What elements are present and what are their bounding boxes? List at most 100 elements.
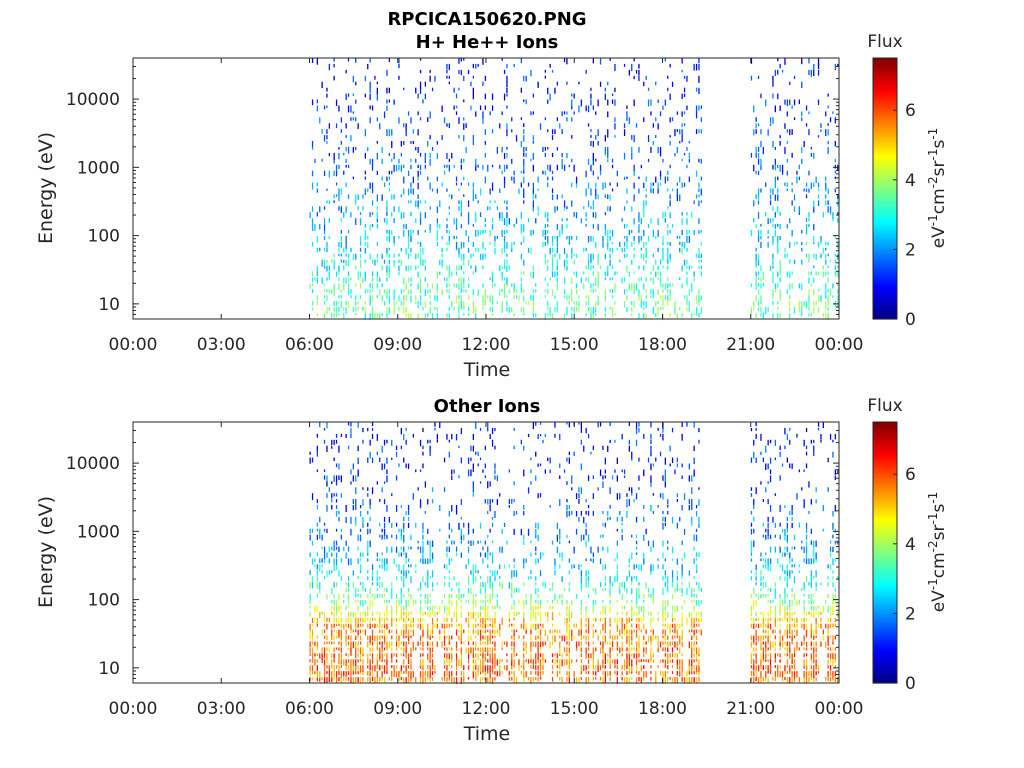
- flux-cell: [827, 289, 829, 293]
- flux-cell: [448, 641, 450, 645]
- flux-cell: [333, 564, 335, 572]
- flux-cell: [451, 301, 453, 307]
- flux-cell: [664, 570, 666, 576]
- flux-cell: [568, 451, 570, 456]
- flux-cell: [681, 505, 683, 511]
- flux-cell: [400, 588, 402, 595]
- flux-cell: [628, 271, 630, 277]
- flux-cell: [470, 457, 472, 462]
- flux-cell: [333, 194, 335, 199]
- flux-cell: [640, 164, 642, 169]
- flux-cell: [347, 58, 350, 62]
- flux-cell: [791, 200, 793, 206]
- flux-cell: [664, 617, 666, 621]
- flux-cell: [527, 301, 530, 305]
- flux-cell: [475, 247, 477, 252]
- flux-cell: [602, 617, 604, 621]
- flux-cell: [419, 653, 422, 658]
- flux-cell: [671, 117, 674, 122]
- flux-cell: [446, 671, 448, 676]
- flux-cell: [575, 283, 578, 289]
- flux-cell: [559, 475, 561, 479]
- flux-cell: [621, 641, 623, 648]
- flux-cell: [604, 135, 606, 142]
- flux-cell: [551, 629, 554, 634]
- flux-cell: [592, 558, 594, 563]
- flux-cell: [427, 594, 429, 601]
- flux-cell: [333, 641, 335, 645]
- flux-cell: [431, 283, 434, 289]
- flux-cell: [386, 635, 388, 639]
- flux-cell: [791, 105, 793, 109]
- flux-cell: [827, 147, 829, 155]
- flux-cell: [403, 141, 405, 145]
- flux-cell: [779, 289, 781, 296]
- flux-cell: [688, 289, 690, 296]
- flux-cell: [489, 206, 491, 210]
- flux-cell: [364, 188, 366, 195]
- flux-cell: [755, 487, 757, 495]
- flux-cell: [532, 659, 534, 665]
- flux-cell: [638, 588, 640, 595]
- flux-cell: [587, 653, 590, 659]
- flux-cell: [326, 141, 328, 145]
- flux-cell: [496, 475, 498, 482]
- flux-cell: [647, 224, 650, 228]
- flux-cell: [506, 87, 508, 94]
- flux-cell: [398, 528, 400, 533]
- flux-cell: [631, 493, 633, 496]
- flux-cell: [571, 135, 573, 139]
- flux-cell: [475, 677, 477, 681]
- flux-cell: [530, 623, 532, 630]
- flux-cell: [580, 665, 582, 671]
- flux-cell: [616, 170, 618, 177]
- flux-cell: [388, 600, 390, 603]
- flux-cell: [575, 647, 578, 652]
- flux-cell: [340, 617, 342, 623]
- flux-cell: [628, 653, 630, 660]
- flux-cell: [659, 451, 662, 457]
- flux-cell: [405, 295, 407, 302]
- flux-cell: [331, 623, 333, 629]
- colorbar-swatch: [873, 253, 897, 257]
- flux-cell: [410, 289, 412, 294]
- flux-cell: [645, 295, 647, 299]
- flux-cell: [568, 629, 570, 637]
- flux-cell: [395, 635, 398, 643]
- flux-cell: [750, 230, 753, 237]
- flux-cell: [662, 605, 664, 613]
- flux-cell: [391, 212, 393, 217]
- flux-cell: [805, 182, 808, 187]
- flux-cell: [371, 164, 374, 171]
- flux-cell: [551, 176, 554, 181]
- colorbar-swatch: [873, 155, 897, 159]
- flux-cell: [635, 671, 638, 674]
- flux-cell: [551, 588, 554, 591]
- flux-cell: [501, 647, 503, 651]
- flux-cell: [439, 635, 441, 641]
- flux-cell: [475, 307, 477, 313]
- flux-cell: [417, 176, 419, 181]
- flux-cell: [429, 540, 431, 548]
- flux-cell: [395, 522, 398, 527]
- flux-cell: [400, 289, 402, 294]
- flux-cell: [422, 647, 424, 651]
- flux-cell: [489, 570, 491, 573]
- flux-cell: [362, 277, 364, 283]
- flux-cell: [369, 253, 371, 260]
- flux-cell: [580, 564, 582, 567]
- colorbar-swatch: [873, 58, 897, 61]
- colorbar-swatch: [873, 264, 897, 268]
- flux-cell: [597, 253, 599, 260]
- flux-cell: [463, 671, 465, 679]
- flux-cell: [700, 105, 702, 109]
- flux-cell: [343, 546, 345, 552]
- flux-cell: [391, 623, 393, 627]
- flux-cell: [525, 75, 527, 82]
- flux-cell: [539, 653, 542, 658]
- flux-cell: [808, 271, 810, 276]
- flux-cell: [359, 236, 362, 243]
- flux-cell: [364, 277, 366, 282]
- flux-cell: [587, 433, 590, 439]
- flux-cell: [391, 534, 393, 538]
